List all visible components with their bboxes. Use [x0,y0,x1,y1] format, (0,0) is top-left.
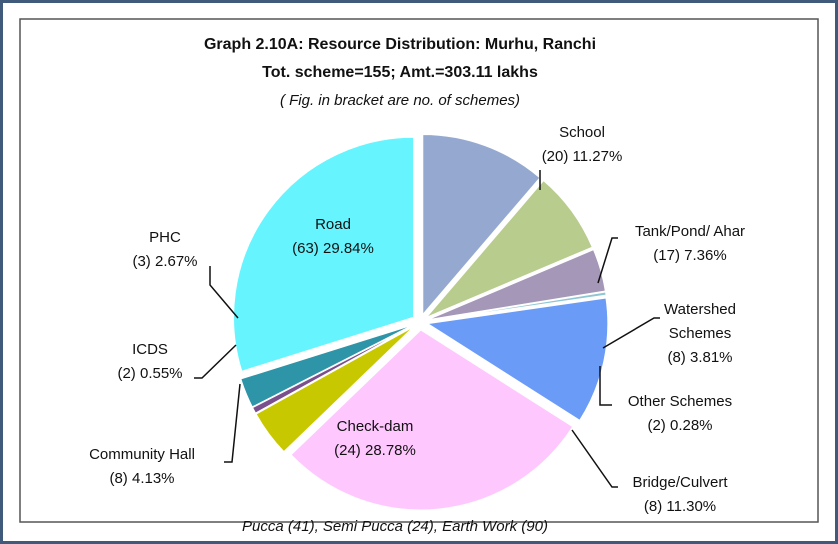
percent-label: 0.28% [670,417,713,434]
footnote: Pucca (41), Semi Pucca (24), Earth Work … [242,518,548,535]
percent-label: 7.36% [684,247,727,264]
scheme-count: (8) [109,470,127,487]
scheme-count: (24) [334,442,361,459]
scheme-count: (20) [542,148,569,165]
pie-slice [426,297,609,422]
slice-label: Tank/Pond/ Ahar [635,223,745,240]
slice-label: Road [315,216,351,233]
percent-label: 28.78% [365,442,416,459]
percent-label: 0.55% [140,365,183,382]
leader-line [194,344,237,379]
pie-slice [290,329,574,511]
slice-value: (8) 4.13% [109,470,174,487]
leader-line [224,383,241,463]
chart-subtitle: Tot. scheme=155; Amt.=303.11 lakhs [262,64,538,81]
slice-value: (63) 29.84% [292,240,374,257]
percent-label: 2.67% [155,253,198,270]
slice-label: Watershed Schemes [664,301,736,342]
slice-value: (2) 0.55% [117,365,182,382]
pie-slice [427,249,606,321]
percent-label: 3.81% [690,349,733,366]
slice-label: School [559,124,605,141]
scheme-count: (63) [292,240,319,257]
slice-value: (2) 0.28% [647,417,712,434]
slice-value: (24) 28.78% [334,442,416,459]
percent-label: 11.27% [573,148,623,165]
pie-slice [426,179,593,318]
slice-label: Other Schemes [628,393,732,410]
scheme-count: (8) [644,498,662,515]
scheme-count: (2) [117,365,135,382]
slice-label: Check-dam [337,418,414,435]
scheme-count: (2) [647,417,665,434]
pie-slice [427,291,607,322]
pie-slice [251,325,414,414]
scheme-count: (3) [132,253,150,270]
slice-label: Bridge/Culvert [632,474,728,491]
leader-line [599,366,612,406]
leader-line [602,317,660,349]
slice-value: (20) 11.27% [542,148,623,165]
leader-line [571,429,618,488]
chart-title: Graph 2.10A: Resource Distribution: Murh… [204,36,596,53]
pie-slice [422,133,541,316]
slice-value: (17) 7.36% [653,247,726,264]
pie-slice [240,324,413,408]
slice-value: (8) 11.30% [644,498,716,515]
scheme-count: (8) [667,349,685,366]
leader-line [597,237,618,284]
leader-line [209,266,239,319]
percent-label: 11.30% [666,498,716,515]
pie-slice [233,136,415,372]
slice-label: ICDS [132,341,168,358]
slice-label: Community Hall [89,446,195,463]
percent-label: 29.84% [323,240,374,257]
pie-slice [255,326,414,453]
percent-label: 4.13% [132,470,175,487]
scheme-count: (17) [653,247,680,264]
pie [233,133,609,511]
slice-value: (8) 3.81% [667,349,732,366]
slice-label: PHC [149,229,181,246]
chart-note: ( Fig. in bracket are no. of schemes) [280,92,520,109]
slice-value: (3) 2.67% [132,253,197,270]
